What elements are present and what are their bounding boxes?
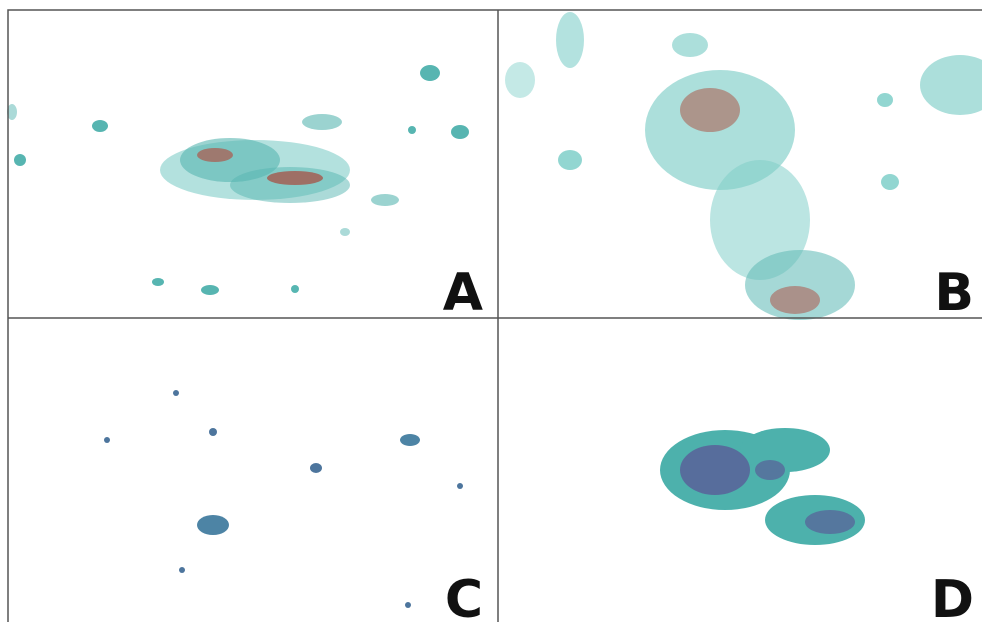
panel-label: A bbox=[443, 263, 483, 323]
figure: A B C D bbox=[0, 0, 982, 622]
panel-label: B bbox=[934, 263, 974, 323]
page: A B C D (() => { const data = JSON.parse… bbox=[0, 0, 982, 622]
panel-label: C bbox=[445, 570, 483, 622]
panel-label: D bbox=[931, 570, 974, 622]
